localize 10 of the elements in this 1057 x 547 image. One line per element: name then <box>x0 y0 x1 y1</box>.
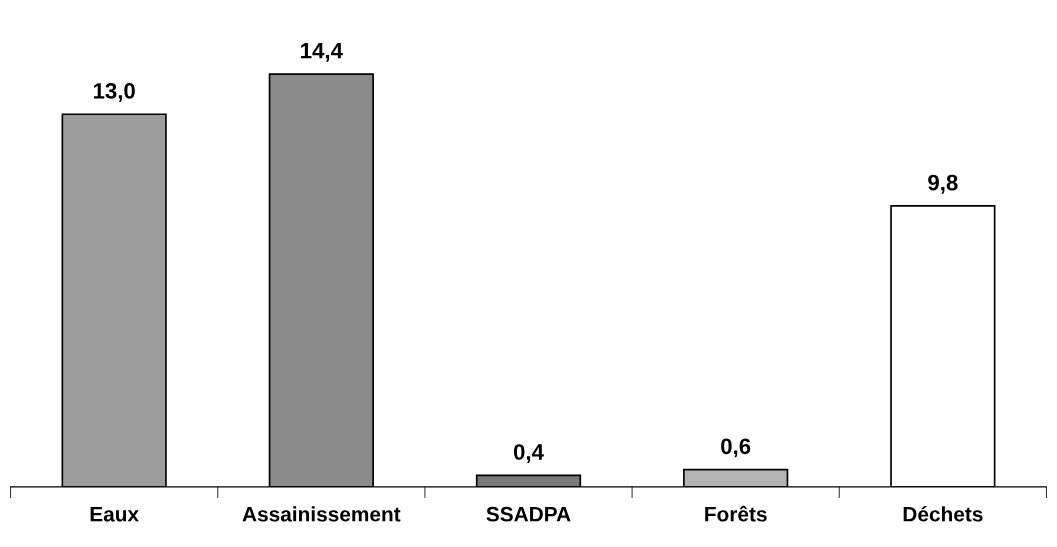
x-tick-label: Assainissement <box>242 506 401 522</box>
x-tick-label: Eaux <box>90 507 139 522</box>
data-label: 0,6 <box>721 438 751 458</box>
data-label: 13,0 <box>93 82 135 102</box>
x-tick-label: SSADPA <box>486 506 571 522</box>
data-label: 14,4 <box>301 43 343 62</box>
x-tick-label: Déchets <box>903 506 983 522</box>
data-label: 0,4 <box>513 444 544 464</box>
data-label: 9,8 <box>928 174 958 194</box>
x-tick-label: Forêts <box>705 505 767 522</box>
